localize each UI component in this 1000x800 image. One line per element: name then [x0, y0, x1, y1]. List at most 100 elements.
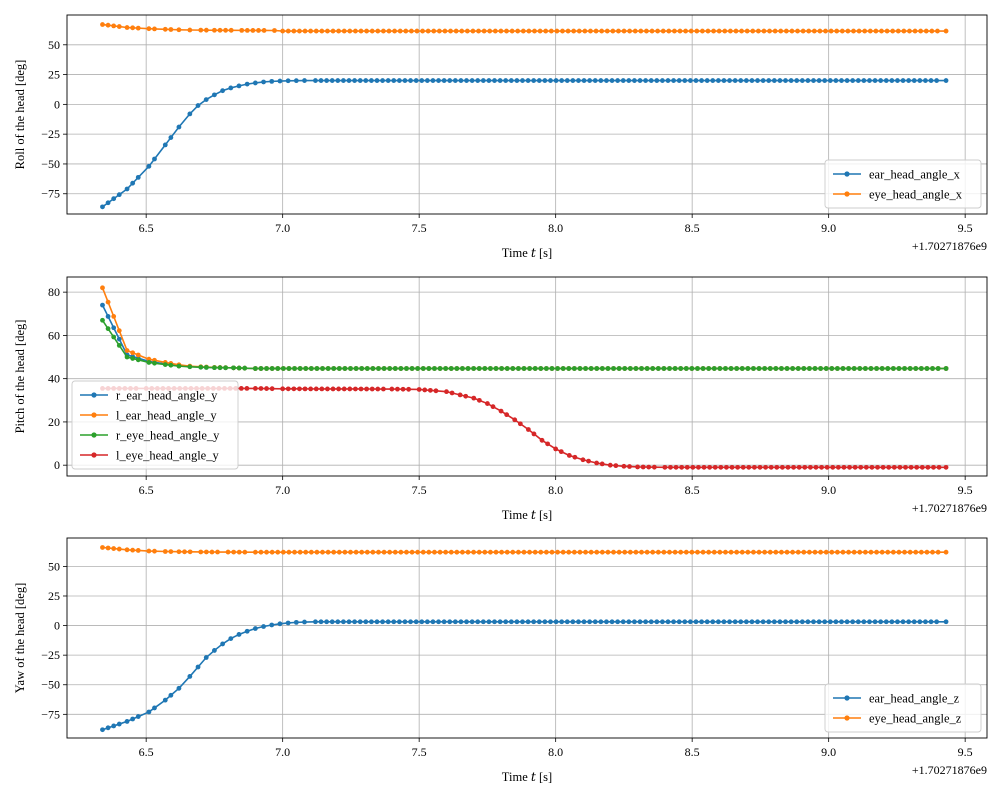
- data-point: [426, 366, 432, 371]
- axes-frame: [66, 276, 988, 477]
- x-tick-label: 8.0: [548, 483, 563, 497]
- data-point: [768, 464, 774, 470]
- data-point: [264, 549, 269, 555]
- data-point: [480, 619, 486, 625]
- data-point: [621, 28, 627, 34]
- data-point: [721, 619, 727, 625]
- data-point: [889, 619, 895, 625]
- data-point: [943, 619, 949, 625]
- data-point: [727, 619, 732, 625]
- data-point: [901, 28, 907, 34]
- data-point: [872, 78, 878, 83]
- data-point: [627, 366, 633, 371]
- data-point: [448, 366, 454, 371]
- data-point: [799, 619, 805, 625]
- data-point: [124, 719, 130, 724]
- data-point: [879, 549, 885, 555]
- legend-label: r_ear_head_angle_y: [116, 389, 218, 403]
- data-point: [738, 78, 744, 83]
- series-line: [101, 319, 947, 370]
- data-point: [368, 78, 374, 83]
- data-point: [662, 464, 668, 470]
- data-point: [919, 464, 925, 470]
- data-point: [739, 366, 745, 371]
- data-point: [385, 78, 391, 83]
- data-point: [100, 204, 105, 210]
- legend-label: l_ear_head_angle_y: [116, 409, 217, 423]
- data-point: [857, 549, 863, 555]
- data-point: [277, 78, 283, 84]
- data-point: [711, 549, 717, 555]
- data-point: [444, 389, 449, 395]
- data-point: [868, 549, 874, 555]
- data-point: [469, 619, 475, 625]
- data-point: [182, 549, 187, 555]
- data-point: [198, 549, 204, 555]
- data-point: [746, 464, 752, 470]
- data-point: [236, 365, 242, 371]
- data-point: [493, 366, 499, 371]
- data-point: [632, 78, 637, 83]
- data-point: [292, 366, 297, 371]
- data-point: [460, 549, 465, 555]
- data-point: [492, 28, 498, 34]
- data-point: [875, 464, 880, 470]
- data-point: [868, 366, 874, 371]
- data-point: [911, 78, 917, 83]
- data-point: [812, 366, 818, 371]
- data-point: [353, 549, 359, 555]
- data-point: [381, 366, 387, 371]
- data-point: [391, 78, 397, 83]
- data-point: [822, 619, 828, 625]
- data-point: [661, 366, 667, 371]
- data-point: [277, 621, 283, 627]
- data-point: [280, 366, 286, 371]
- data-point: [928, 619, 934, 625]
- data-point: [553, 446, 559, 452]
- data-point: [918, 549, 924, 555]
- data-point: [789, 28, 795, 34]
- data-point: [931, 464, 936, 470]
- data-point: [330, 28, 336, 34]
- data-point: [291, 28, 297, 34]
- data-point: [622, 366, 628, 371]
- data-point: [532, 28, 537, 34]
- data-point: [640, 464, 646, 470]
- data-point: [646, 464, 652, 470]
- x-tick-label: 8.5: [685, 745, 700, 759]
- data-point: [935, 28, 940, 34]
- data-point: [805, 78, 811, 83]
- data-point: [902, 549, 907, 555]
- data-point: [424, 78, 430, 83]
- data-point: [203, 364, 209, 370]
- data-point: [471, 366, 477, 371]
- data-point: [319, 28, 325, 34]
- data-point: [252, 366, 258, 371]
- legend-swatch-marker: [91, 412, 97, 418]
- data-point: [292, 549, 297, 555]
- x-offset-label: +1.70271876e9: [912, 763, 987, 777]
- data-point: [577, 366, 583, 371]
- data-point: [252, 385, 258, 391]
- data-point: [778, 28, 784, 34]
- data-point: [918, 366, 924, 371]
- data-point: [437, 366, 443, 371]
- data-point: [610, 28, 616, 34]
- data-point: [168, 362, 174, 368]
- series-eye_head_angle_z: [100, 545, 949, 555]
- data-point: [341, 28, 347, 34]
- data-point: [678, 549, 684, 555]
- data-point: [599, 366, 605, 371]
- data-point: [242, 365, 248, 371]
- data-point: [855, 619, 861, 625]
- x-tick-label: 6.5: [139, 221, 154, 235]
- data-point: [549, 549, 555, 555]
- data-point: [359, 366, 365, 371]
- data-point: [734, 366, 740, 371]
- data-point: [238, 385, 244, 391]
- data-point: [408, 78, 413, 83]
- data-point: [542, 78, 548, 83]
- x-tick-label: 7.5: [412, 745, 427, 759]
- data-point: [370, 549, 376, 555]
- data-point: [783, 619, 788, 625]
